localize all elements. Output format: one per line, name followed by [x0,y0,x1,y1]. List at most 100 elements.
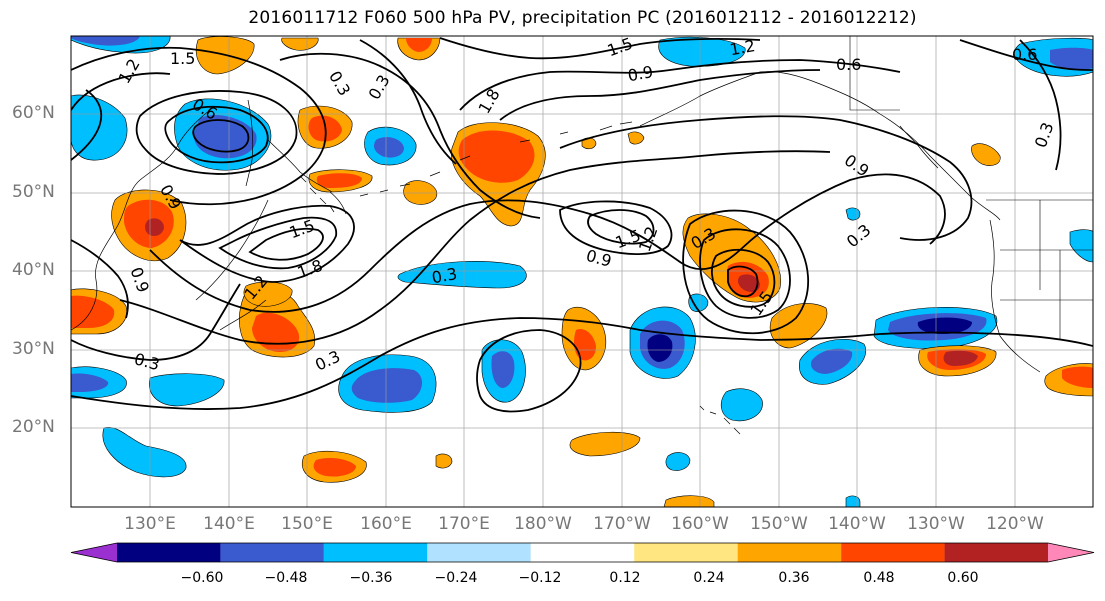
pv-contour-north-1 [71,46,327,206]
colorbar-segment [323,543,428,562]
colorbar-segment [427,543,531,562]
pos-region-165e-50n [403,180,438,205]
contour-label: 0.6 [1012,45,1037,64]
border-us-states [1000,200,1093,340]
contour-label: 1.5 [170,49,195,68]
pv-contour-1.2-dateline [587,209,655,245]
colorbar-segment [841,543,945,562]
map-frame [70,35,1094,508]
pv-contour-cutoff-outer [682,209,810,335]
pv-contour-1.5-dateline [559,200,673,255]
lat-label: 20°N [12,417,55,437]
pv-contour-1.2 [179,204,355,283]
contour-label: 1.2 [635,224,662,254]
contour-label: 1.8 [295,256,325,283]
neg-region-145w-28n-core [810,348,853,374]
pos-region-east-25n-core [1062,366,1093,388]
pos-region-170w-18n [569,431,641,457]
political-borders [849,36,1093,340]
colorbar-tick-label: −0.48 [264,570,308,586]
lat-label: 50°N [12,182,55,202]
contour-label: 1.8 [474,85,503,117]
pv-contour-north-5 [459,59,901,111]
neg-region-west-28n-core [71,373,109,392]
lat-label: 40°N [12,260,55,280]
colorbar [70,542,1095,563]
colorbar-tick-label: −0.12 [518,570,562,586]
lon-label: 160°W [671,514,729,534]
pv-contour-0.6 [119,150,831,345]
neg-region-172w-core [491,351,515,388]
neg-region-165w-20n [720,388,763,422]
pos-region-160e-52n-core [316,173,362,188]
neg-region-160w-30n-core [647,334,673,362]
pv-contour-east-0.3 [1019,39,1062,171]
coastlines [71,71,1041,435]
coast-sakhalin [245,99,254,187]
lon-label: 140°E [203,514,255,534]
pv-contour-cutoff-inner [711,248,776,308]
coast-na-west [989,219,1041,373]
pv-contour-east-0.9 [959,39,1093,71]
pv-contour-kamchatka-1 [135,90,298,175]
neg-region-162w-16n [665,452,691,471]
contour-label: 0.3 [132,349,162,374]
pos-region-135w-28n-dark [943,350,978,366]
colorbar-segment [530,543,635,562]
coast-alaska [639,71,1001,221]
pv-contour-cutoff-core [727,265,759,298]
neg-region-30n-west [688,293,709,312]
pv-contour-north-6 [499,69,821,121]
coast-kuril [299,175,335,213]
pos-region-top-orange-2 [281,37,319,51]
pv-contour-alaska-0.9 [559,115,973,241]
colorbar-tick-label: 0.36 [778,570,810,586]
colorbar-tick-label: −0.60 [180,570,224,586]
colorbar-tick-label: −0.36 [349,570,393,586]
neg-region-nw-top-core [71,36,140,46]
pos-region-175w-55n-core [458,130,535,183]
contour-label: 1.2 [114,55,143,87]
pos-region-top-center-core [406,38,432,52]
neg-region-bering-west-core [374,137,404,158]
contour-label: 0.3 [325,68,354,100]
pv-contour-north-3 [359,39,457,165]
neg-region-135e-18n [102,427,187,478]
lon-label: 120°W [986,514,1044,534]
colorbar-tick-label: 0.24 [693,570,725,586]
pv-contour-1.8 [248,227,324,261]
contour-label: 0.3 [843,220,875,251]
contour-label: 0.3 [364,71,393,103]
colorbar-segment [737,543,842,562]
pos-region-small-1 [627,131,645,145]
colorbar-segment [944,543,1048,562]
contour-label: 0.9 [584,246,614,271]
neg-region-east-coast [1069,229,1093,263]
coast-hawaii [699,405,741,435]
pv-contour-west-1.8 [71,89,103,161]
neg-region-135w-32n-core [917,317,972,334]
colorbar-tick-label: 0.12 [609,570,641,586]
pv-contour-north-4 [439,37,761,60]
pv-contours [71,37,1093,413]
pv-contour-1.5 [218,216,338,270]
coast-korea-japan [195,199,269,331]
contour-label: 0.3 [312,347,343,375]
neg-region-142w-10n [845,495,861,507]
lon-label: 150°W [750,514,808,534]
contour-label: 0.3 [1031,120,1058,150]
lat-label: 30°N [12,339,55,359]
neg-region-40n-180 [397,261,527,289]
pos-region-japan-se-core [252,312,300,352]
coast-bc [899,125,939,169]
neg-region-alaska-top [658,36,746,67]
pv-contour-cutoff-mid [699,228,791,319]
lon-label: 170°W [593,514,651,534]
pv-contour-north-2 [279,52,541,219]
pv-contour-nw-1.2 [71,72,171,111]
colorbar-tick-label: −0.24 [434,570,478,586]
neg-region-central-30n-core [351,368,423,403]
lon-label: 170°E [438,514,490,534]
pv-contour-0.3-south [71,317,1093,410]
